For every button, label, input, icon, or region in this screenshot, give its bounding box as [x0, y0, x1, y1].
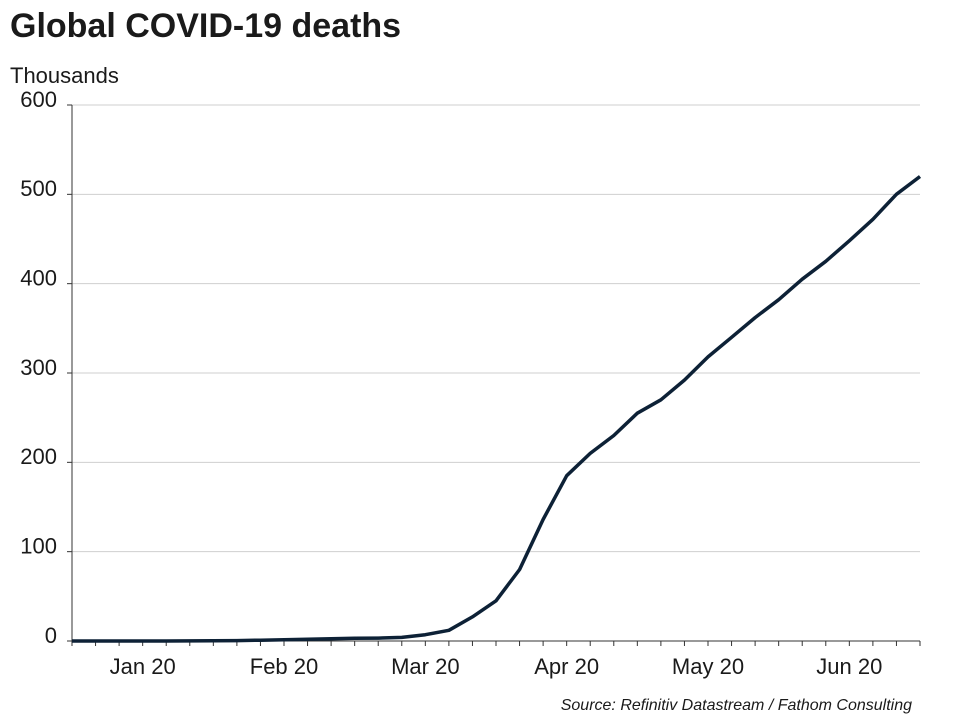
y-tick-label: 200: [20, 444, 57, 469]
y-tick-label: 0: [45, 623, 57, 648]
x-tick-label: Apr 20: [534, 654, 599, 679]
y-tick-label: 500: [20, 176, 57, 201]
data-line: [72, 175, 922, 643]
y-tick-label: 400: [20, 265, 57, 290]
x-tick-label: Feb 20: [250, 654, 319, 679]
x-tick-label: May 20: [672, 654, 744, 679]
chart-title: Global COVID-19 deaths: [10, 7, 401, 45]
y-tick-label: 300: [20, 355, 57, 380]
source: Source: Refinitiv Datastream / Fathom Co…: [561, 697, 912, 714]
y-tick-label: 100: [20, 533, 57, 558]
y-tick-label: 600: [20, 87, 57, 112]
y-axis-label: Thousands: [10, 63, 119, 88]
x-tick-label: Jun 20: [816, 654, 882, 679]
x-tick-label: Jan 20: [110, 654, 176, 679]
x-tick-label: Mar 20: [391, 654, 459, 679]
